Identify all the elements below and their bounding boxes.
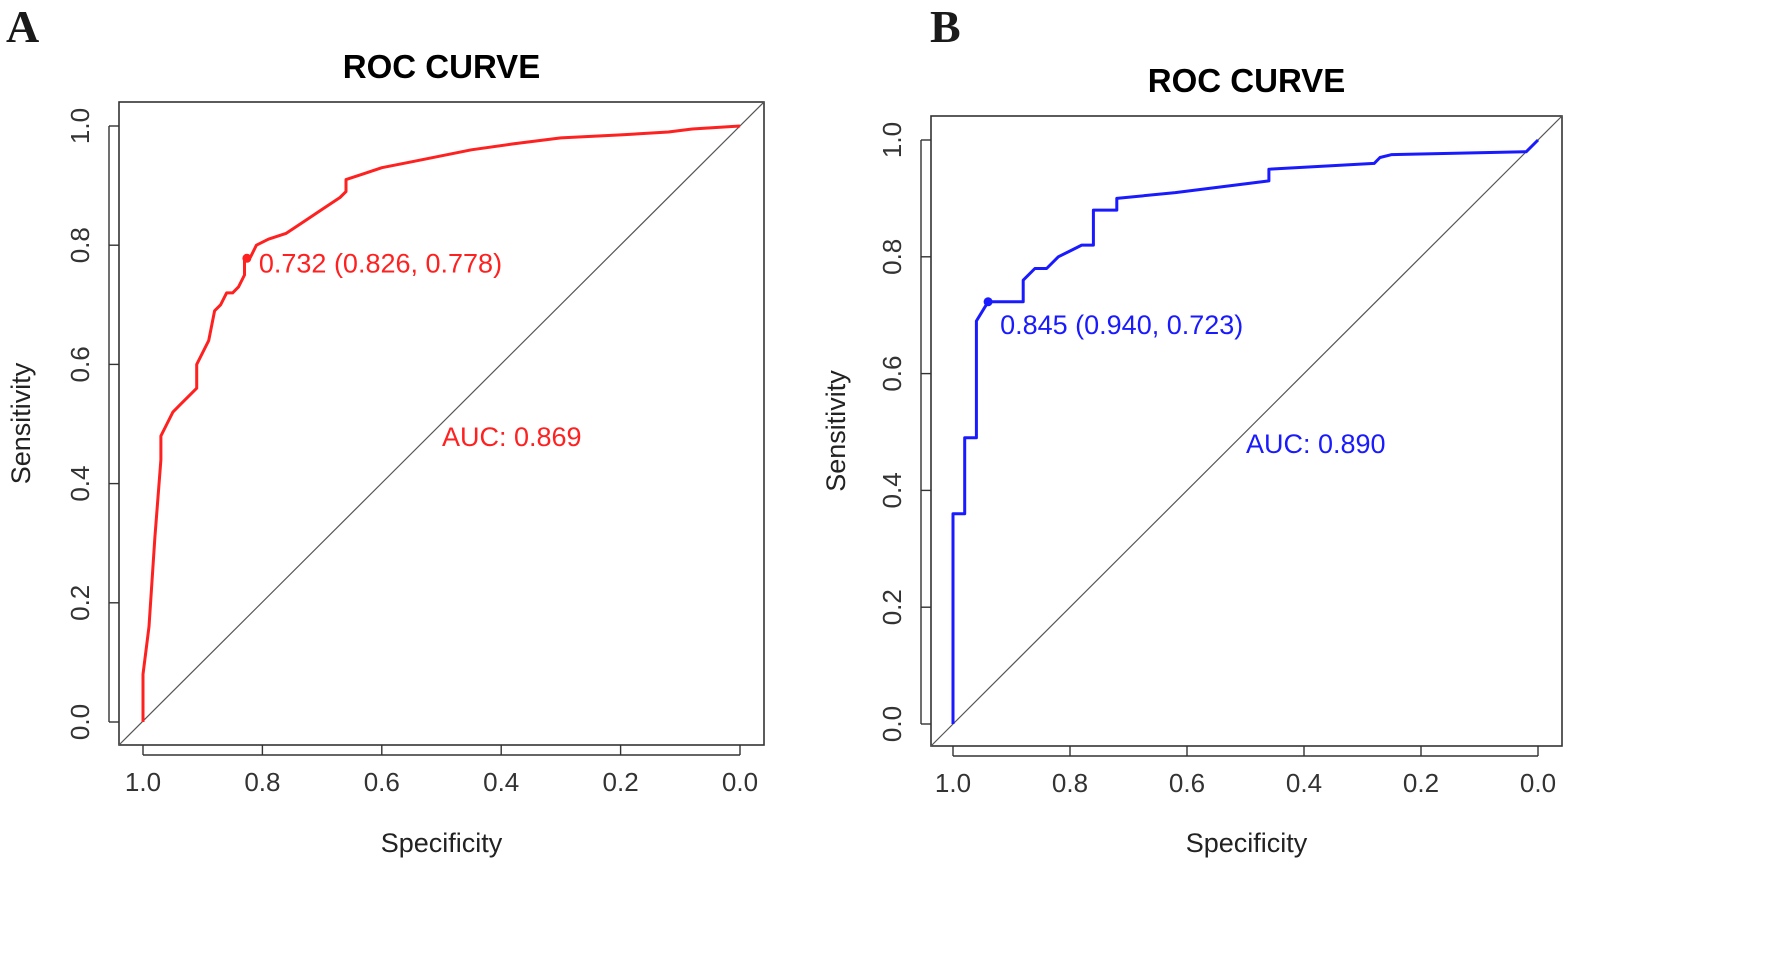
chart-b-x-tick-label: 0.0 bbox=[1520, 768, 1556, 798]
chart-b-x-tick-label: 1.0 bbox=[935, 768, 971, 798]
chart-a-y-tick-label: 0.6 bbox=[65, 346, 95, 382]
chart-a-y-tick-label: 0.2 bbox=[65, 585, 95, 621]
chart-b-y-tick-label: 0.2 bbox=[877, 589, 907, 625]
roc-chart-b: ROC CURVE 1.0 0.8 0.6 0.4 0.2 0.0 0.0 0.2 0.4 0.6 0… bbox=[821, 62, 1563, 858]
chart-b-plot-frame bbox=[930, 115, 1563, 747]
chart-b-reference-diagonal bbox=[930, 115, 1563, 747]
chart-a-y-axis-label: Sensitivity bbox=[6, 362, 36, 484]
chart-b-title: ROC CURVE bbox=[1148, 62, 1345, 99]
chart-b-y-tick-label: 0.8 bbox=[877, 239, 907, 275]
chart-b-x-tick-label: 0.4 bbox=[1286, 768, 1322, 798]
chart-b-x-tick-label: 0.6 bbox=[1169, 768, 1205, 798]
chart-a-plot-frame bbox=[118, 101, 765, 746]
chart-a-best-threshold-label: 0.732 (0.826, 0.778) bbox=[259, 248, 502, 278]
chart-b-x-tick-label: 0.2 bbox=[1403, 768, 1439, 798]
chart-a-x-tick-label: 0.0 bbox=[722, 767, 758, 797]
chart-a-auc-label: AUC: 0.869 bbox=[442, 422, 582, 452]
panel-letter-a: A bbox=[6, 1, 39, 52]
panel-letter-b: B bbox=[930, 1, 961, 52]
chart-b-y-tick-label: 0.0 bbox=[877, 706, 907, 742]
chart-b-y-tick-label: 1.0 bbox=[877, 122, 907, 158]
chart-b-best-threshold-label: 0.845 (0.940, 0.723) bbox=[1000, 310, 1243, 340]
chart-a-x-tick-label: 0.4 bbox=[483, 767, 519, 797]
chart-b-x-axis-label: Specificity bbox=[1186, 828, 1308, 858]
chart-b-y-axis-label: Sensitivity bbox=[821, 370, 851, 492]
chart-a-x-tick-label: 0.8 bbox=[244, 767, 280, 797]
chart-a-y-tick-label: 0.0 bbox=[65, 704, 95, 740]
chart-b-y-tick-label: 0.6 bbox=[877, 356, 907, 392]
chart-a-x-tick-label: 1.0 bbox=[125, 767, 161, 797]
chart-a-y-tick-label: 0.4 bbox=[65, 466, 95, 502]
chart-a-y-tick-label: 0.8 bbox=[65, 227, 95, 263]
roc-chart-a: ROC CURVE 1.0 0.8 0.6 0.4 0.2 0.0 0.0 0.2 0.4 0.6 0… bbox=[6, 48, 765, 858]
chart-a-y-tick-label: 1.0 bbox=[65, 108, 95, 144]
chart-a-x-tick-label: 0.2 bbox=[603, 767, 639, 797]
chart-b-auc-label: AUC: 0.890 bbox=[1246, 429, 1386, 459]
chart-a-title: ROC CURVE bbox=[343, 48, 540, 85]
chart-a-x-axis-label: Specificity bbox=[381, 828, 503, 858]
chart-b-roc-curve bbox=[951, 138, 1540, 724]
chart-a-best-threshold-point bbox=[242, 253, 252, 263]
chart-a-reference-diagonal bbox=[118, 101, 765, 746]
chart-b-best-threshold-point bbox=[983, 297, 993, 307]
chart-a-x-tick-label: 0.6 bbox=[364, 767, 400, 797]
chart-b-y-tick-label: 0.4 bbox=[877, 472, 907, 508]
chart-b-x-tick-label: 0.8 bbox=[1052, 768, 1088, 798]
